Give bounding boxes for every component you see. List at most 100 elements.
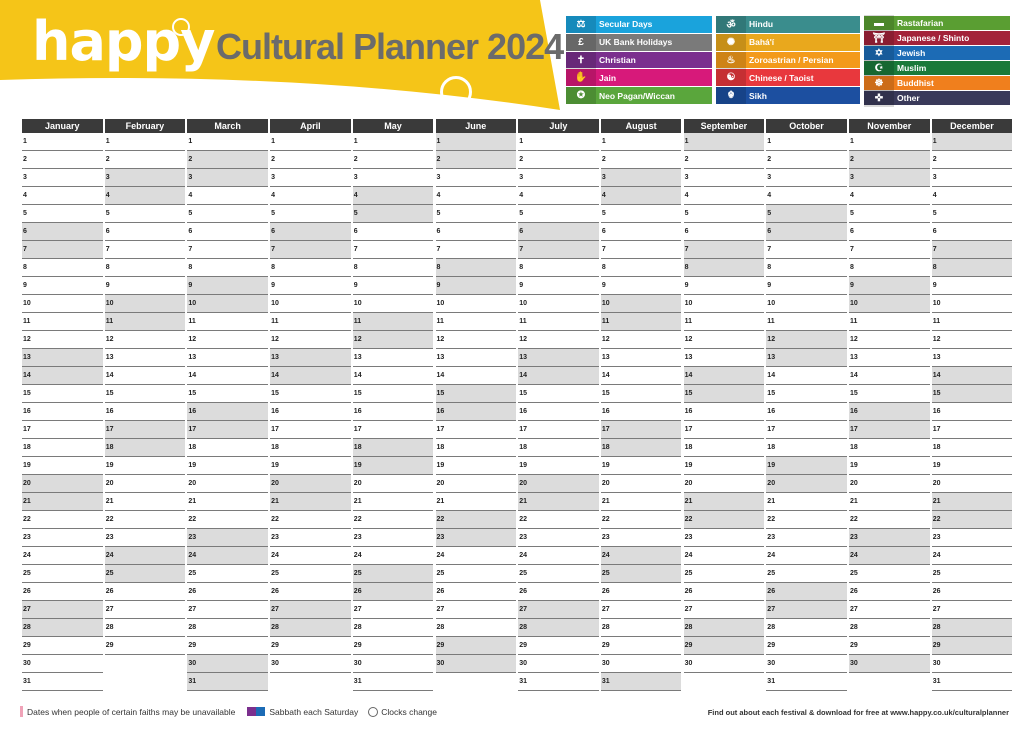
- day-row[interactable]: 7: [352, 241, 434, 259]
- day-row[interactable]: 13: [600, 349, 682, 367]
- day-row[interactable]: 5: [270, 205, 351, 223]
- day-row[interactable]: 28: [931, 619, 1013, 637]
- day-row[interactable]: 14: [849, 367, 930, 385]
- day-row[interactable]: 7: [187, 241, 268, 259]
- day-row[interactable]: 16: [352, 403, 434, 421]
- day-row[interactable]: 7: [600, 241, 682, 259]
- day-row[interactable]: 28: [518, 619, 599, 637]
- day-row[interactable]: 5: [187, 205, 268, 223]
- day-row[interactable]: 19: [600, 457, 682, 475]
- day-row[interactable]: 16: [600, 403, 682, 421]
- day-row[interactable]: 1: [518, 133, 599, 151]
- day-row[interactable]: [270, 673, 351, 691]
- day-row[interactable]: 2: [683, 151, 765, 169]
- day-row[interactable]: 2: [104, 151, 186, 169]
- day-row[interactable]: 11: [518, 313, 599, 331]
- day-row[interactable]: [436, 673, 517, 691]
- day-row[interactable]: 14: [270, 367, 351, 385]
- day-row[interactable]: 30: [270, 655, 351, 673]
- day-row[interactable]: 27: [849, 601, 930, 619]
- day-row[interactable]: 7: [766, 241, 847, 259]
- day-row[interactable]: 26: [435, 583, 516, 601]
- day-row[interactable]: 19: [352, 457, 434, 475]
- day-row[interactable]: 3: [600, 169, 682, 187]
- day-row[interactable]: 13: [931, 349, 1013, 367]
- day-row[interactable]: 13: [22, 349, 103, 367]
- day-row[interactable]: 8: [187, 259, 268, 277]
- day-row[interactable]: 12: [600, 331, 682, 349]
- day-row[interactable]: 19: [766, 457, 847, 475]
- day-row[interactable]: 12: [766, 331, 847, 349]
- day-row[interactable]: 12: [849, 331, 930, 349]
- day-row[interactable]: 16: [683, 403, 765, 421]
- day-row[interactable]: 12: [187, 331, 268, 349]
- day-row[interactable]: 7: [104, 241, 186, 259]
- day-row[interactable]: 18: [683, 439, 765, 457]
- day-row[interactable]: 18: [187, 439, 268, 457]
- day-row[interactable]: 4: [600, 187, 682, 205]
- day-row[interactable]: 16: [22, 403, 103, 421]
- day-row[interactable]: 3: [352, 169, 434, 187]
- day-row[interactable]: 15: [104, 385, 186, 403]
- day-row[interactable]: 15: [270, 385, 351, 403]
- day-row[interactable]: 24: [435, 547, 516, 565]
- day-row[interactable]: 20: [187, 475, 268, 493]
- day-row[interactable]: 26: [22, 583, 103, 601]
- day-row[interactable]: 25: [600, 565, 682, 583]
- day-row[interactable]: 27: [352, 601, 434, 619]
- day-row[interactable]: 11: [22, 313, 103, 331]
- day-row[interactable]: 20: [683, 475, 765, 493]
- day-row[interactable]: 9: [104, 277, 186, 295]
- day-row[interactable]: 23: [849, 529, 930, 547]
- day-row[interactable]: 15: [518, 385, 599, 403]
- day-row[interactable]: 17: [22, 421, 103, 439]
- day-row[interactable]: 2: [270, 151, 351, 169]
- day-row[interactable]: 25: [352, 565, 434, 583]
- day-row[interactable]: 12: [435, 331, 516, 349]
- day-row[interactable]: 7: [931, 241, 1013, 259]
- day-row[interactable]: 30: [22, 655, 103, 673]
- day-row[interactable]: 13: [683, 349, 765, 367]
- day-row[interactable]: 16: [104, 403, 186, 421]
- day-row[interactable]: 29: [187, 637, 268, 655]
- day-row[interactable]: 6: [22, 223, 103, 241]
- day-row[interactable]: 23: [104, 529, 186, 547]
- day-row[interactable]: 15: [683, 385, 765, 403]
- day-row[interactable]: 31: [518, 673, 599, 691]
- day-row[interactable]: 11: [600, 313, 682, 331]
- day-row[interactable]: 8: [766, 259, 847, 277]
- day-row[interactable]: 2: [518, 151, 599, 169]
- day-row[interactable]: 29: [270, 637, 351, 655]
- day-row[interactable]: 10: [22, 295, 103, 313]
- day-row[interactable]: 20: [352, 475, 434, 493]
- day-row[interactable]: 27: [600, 601, 682, 619]
- day-row[interactable]: 23: [683, 529, 765, 547]
- day-row[interactable]: 13: [766, 349, 847, 367]
- day-row[interactable]: 29: [849, 637, 930, 655]
- day-row[interactable]: 9: [518, 277, 599, 295]
- day-row[interactable]: 22: [683, 511, 765, 529]
- day-row[interactable]: 21: [352, 493, 434, 511]
- day-row[interactable]: 24: [683, 547, 765, 565]
- day-row[interactable]: 6: [104, 223, 186, 241]
- day-row[interactable]: 10: [187, 295, 268, 313]
- day-row[interactable]: 20: [766, 475, 847, 493]
- day-row[interactable]: 13: [518, 349, 599, 367]
- day-row[interactable]: 31: [187, 673, 268, 691]
- day-row[interactable]: 20: [931, 475, 1013, 493]
- day-row[interactable]: 1: [849, 133, 930, 151]
- day-row[interactable]: 10: [931, 295, 1013, 313]
- day-row[interactable]: 27: [683, 601, 765, 619]
- day-row[interactable]: 16: [849, 403, 930, 421]
- day-row[interactable]: 21: [518, 493, 599, 511]
- day-row[interactable]: 28: [600, 619, 682, 637]
- day-row[interactable]: 29: [352, 637, 434, 655]
- day-row[interactable]: 18: [352, 439, 434, 457]
- day-row[interactable]: 26: [766, 583, 847, 601]
- day-row[interactable]: 17: [600, 421, 682, 439]
- day-row[interactable]: 23: [518, 529, 599, 547]
- day-row[interactable]: 24: [352, 547, 434, 565]
- day-row[interactable]: 1: [22, 133, 103, 151]
- day-row[interactable]: 8: [104, 259, 186, 277]
- day-row[interactable]: 26: [849, 583, 930, 601]
